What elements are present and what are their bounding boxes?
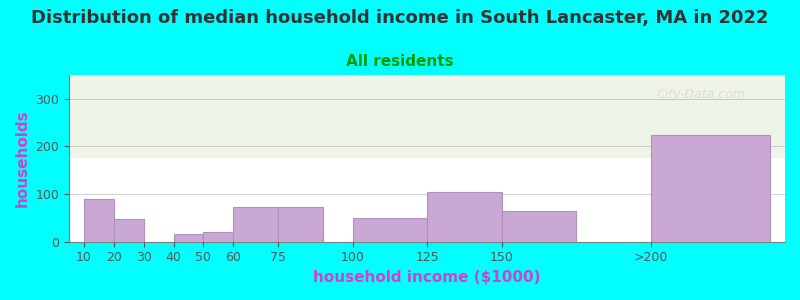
Y-axis label: households: households: [15, 110, 30, 207]
Text: All residents: All residents: [346, 54, 454, 69]
Bar: [427, 192, 502, 242]
X-axis label: household income ($1000): household income ($1000): [314, 270, 541, 285]
Bar: [84, 199, 114, 242]
Bar: [278, 207, 322, 242]
Bar: [174, 234, 203, 242]
Bar: [203, 232, 234, 242]
Bar: [234, 207, 278, 242]
Text: City-Data.com: City-Data.com: [656, 88, 745, 101]
Bar: [114, 219, 144, 242]
Bar: [353, 218, 427, 242]
Bar: [502, 211, 576, 242]
Text: Distribution of median household income in South Lancaster, MA in 2022: Distribution of median household income …: [31, 9, 769, 27]
Bar: [650, 134, 770, 242]
